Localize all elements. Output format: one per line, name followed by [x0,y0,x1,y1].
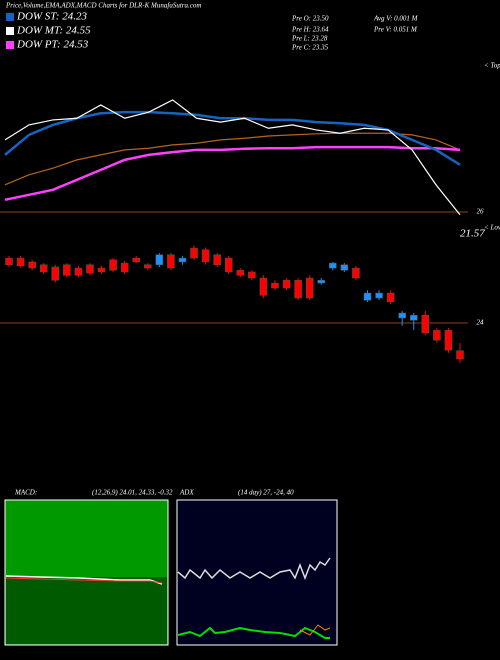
candle-body [155,254,164,265]
adx-line [177,557,331,581]
signal-line [5,577,163,584]
candle-body [409,314,418,321]
tops-label: < Tops [484,62,500,70]
y-tick-label: 24 [477,319,485,327]
candle-body [352,267,360,279]
candle-body [109,259,117,271]
y-tick-label: 26 [477,208,485,216]
candle-body [132,257,140,263]
candle-body [271,282,279,289]
stat: Pre O: 23.50 [291,15,329,23]
di-minus [299,624,331,636]
adx-label: ADX [179,489,194,497]
candle-body [74,267,83,276]
candle-body [201,249,210,263]
candle-body [178,257,187,263]
legend-label: DOW ST: 24.23 [16,11,87,23]
macd-label: MACD: [14,489,37,497]
macd-line [5,575,163,585]
chart-title: Price,Volume,EMA,ADX,MACD Charts for DLR… [5,2,201,10]
candle-body [317,280,325,284]
stat: Avg V: 0.001 M [373,15,419,23]
legend-label: DOW PT: 24.53 [16,39,89,51]
candle-body [398,312,406,319]
macd-panel [4,499,169,646]
candle-body [167,254,175,269]
candle-body [329,262,337,269]
candle-body [282,280,291,289]
candle-body [444,329,453,351]
stats: Pre O: 23.50 Pre H: 23.64 Pre L: 23.28 P… [291,15,419,52]
adx-text: (14 day) 27, -24, 40 [238,489,294,497]
candle-body [386,292,395,303]
candle-body [51,266,60,281]
candle-body [16,257,25,267]
candle-body [305,277,314,299]
candle-body [28,261,36,269]
candle-body [63,264,71,276]
ema-line [4,132,461,186]
candle-body [144,264,152,269]
candle-body [86,264,94,274]
candle-body [236,270,245,276]
candle-body [433,329,441,341]
legend-swatch [6,13,14,21]
ema-line [4,145,461,202]
candle-body [363,292,372,301]
candle-body [39,264,48,273]
candle-body [375,292,383,299]
stat: Pre C: 23.35 [291,44,329,52]
adx-panel [176,499,338,646]
macd-lower [6,577,167,644]
lows-label: < Lows [484,224,500,232]
candle-body [259,277,268,296]
candle-body [213,254,221,265]
candle-body [120,262,129,273]
legend-swatch [6,41,14,49]
adx-bg [176,499,338,646]
candle-body [248,271,256,279]
candle-body [224,257,233,273]
candle-body [340,264,349,271]
candle-body [190,247,198,259]
stat: Pre H: 23.64 [291,26,329,34]
stat: Pre L: 23.28 [291,35,328,43]
candle-body [421,314,430,334]
di-plus [177,626,330,639]
candle-body [5,257,13,265]
candle-body [294,280,302,299]
macd-text: (12,26,9) 24.01, 24.33, -0.32 [92,489,173,497]
last-label: 21.57 [460,228,485,240]
ema-line [4,99,461,216]
candle-body [456,350,464,360]
legend-label: DOW MT: 24.55 [16,25,91,37]
candle-body [97,267,106,273]
legend-swatch [6,27,14,35]
stat: Pre V: 0.051 M [373,26,418,34]
